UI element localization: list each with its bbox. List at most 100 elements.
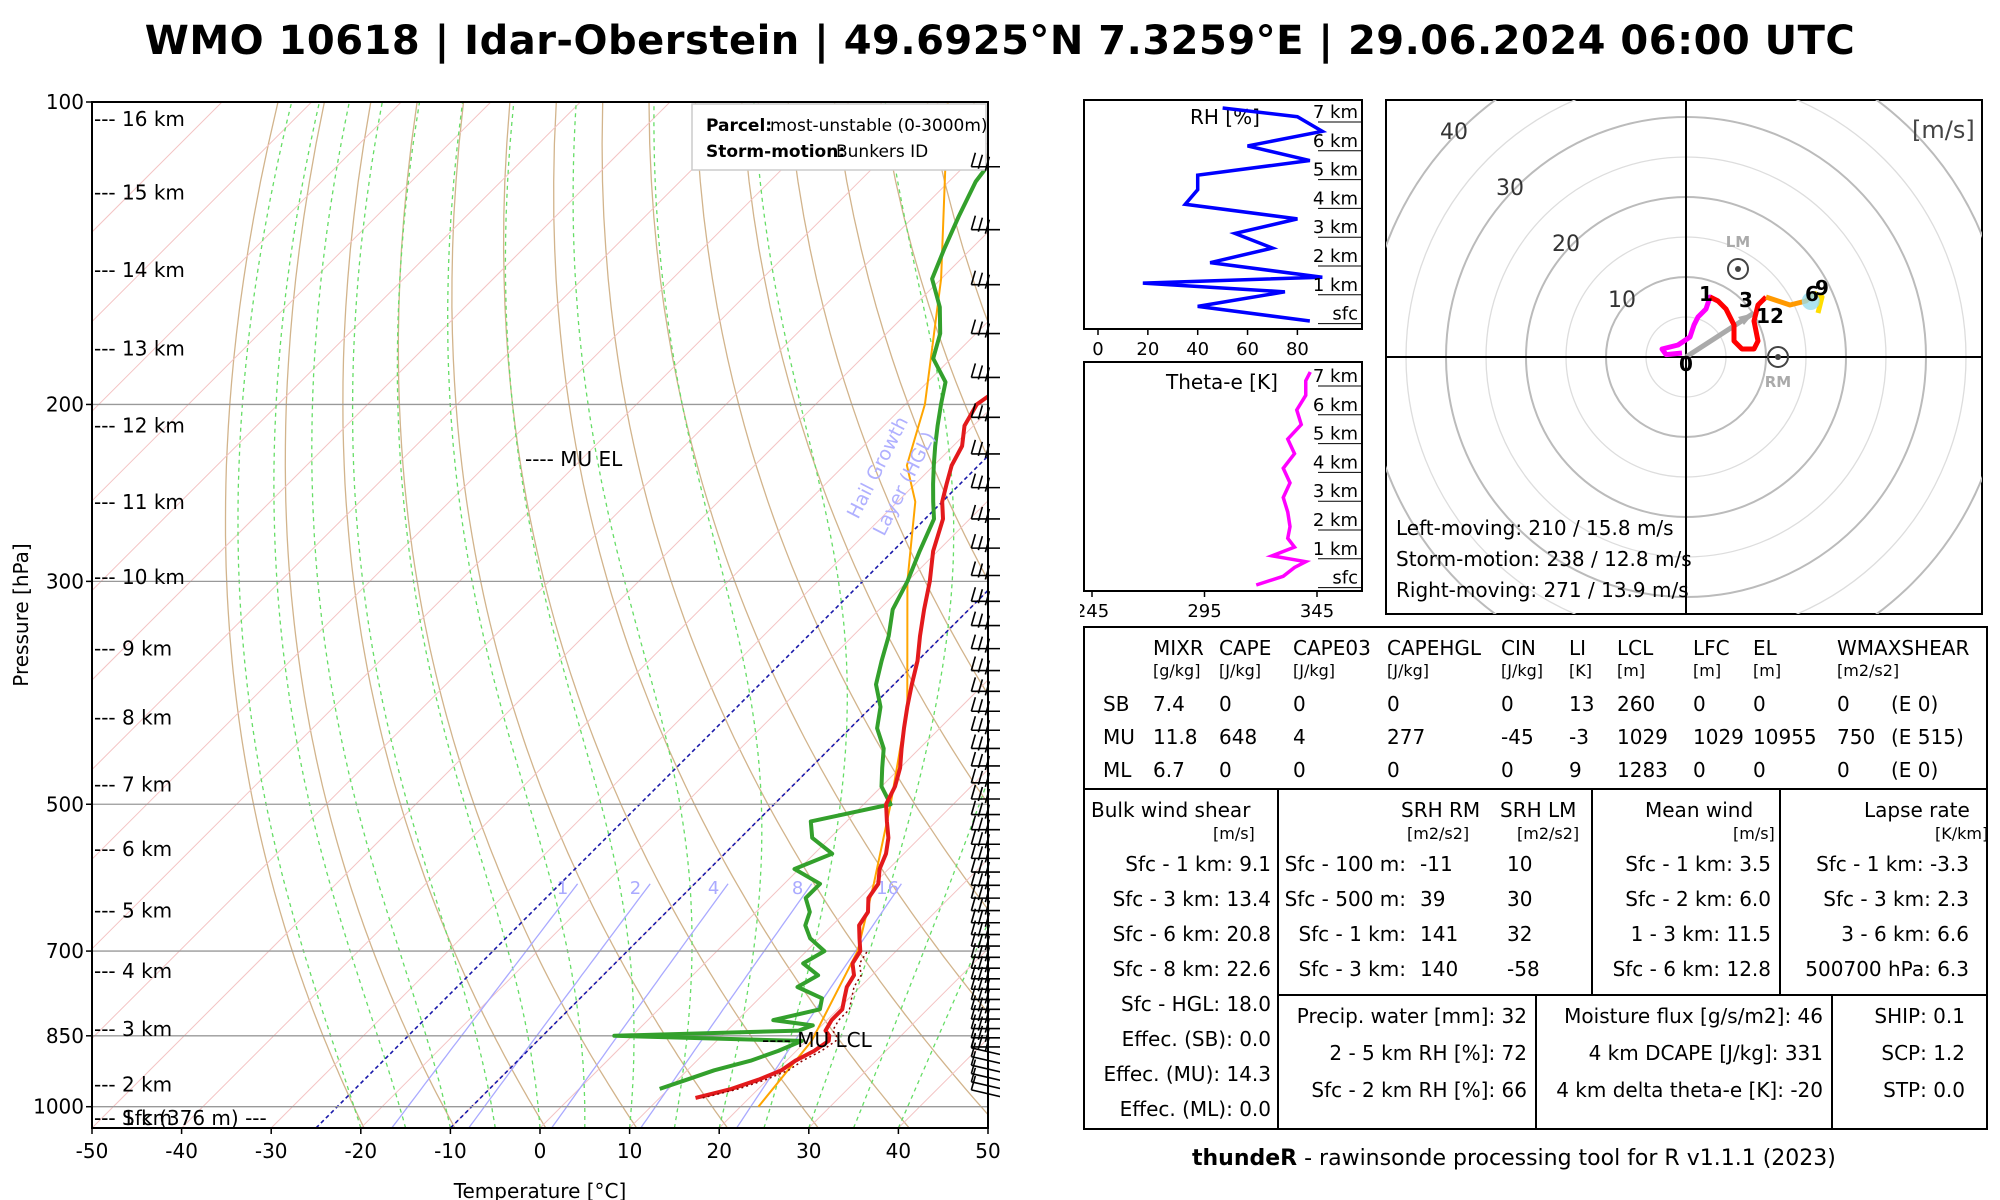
barb-flag	[977, 321, 984, 336]
hodo-ring-label: 10	[1608, 288, 1636, 313]
barb-flag	[984, 861, 991, 877]
barb-flag	[984, 968, 991, 984]
barb-flag	[977, 910, 984, 925]
srh-row-label: Sfc - 1 km:	[1298, 922, 1406, 946]
param-value: 0	[1219, 692, 1232, 716]
lapse-row: 3 - 6 km: 6.6	[1841, 922, 1969, 946]
moist-adiabat	[572, 102, 693, 1128]
wind-barb	[970, 1004, 1000, 1024]
bunkers-marker	[1767, 346, 1789, 368]
skewt-ylabel: Pressure [hPa]	[9, 543, 33, 686]
wind-barb	[970, 784, 1000, 804]
wind-barb	[970, 215, 1000, 234]
dry-adiabat	[694, 102, 988, 911]
param-value: 11.8	[1153, 725, 1198, 749]
srh-rm-value: 141	[1420, 922, 1459, 946]
barb-flag	[977, 873, 984, 888]
param-header: WMAXSHEAR	[1837, 636, 1970, 660]
height-label: --- 6 km	[94, 837, 172, 861]
rh-height-label: 4 km	[1313, 188, 1358, 209]
pressure-tick-label: 500	[46, 792, 84, 816]
param-value: 9	[1569, 758, 1582, 782]
isotherm	[718, 858, 988, 1128]
wind-barb	[970, 1059, 1000, 1082]
barb-flag	[970, 830, 977, 845]
indices-table: Bulk wind shear [m/s] Sfc - 1 km: 9.1 Sfc…	[1083, 788, 1988, 1130]
barb-flag	[977, 718, 984, 733]
lm-label: LM	[1726, 233, 1751, 251]
lapse-unit: [K/km]	[1935, 824, 1989, 843]
param-unit: [J/kg]	[1501, 661, 1544, 680]
pressure-tick-label: 300	[46, 569, 84, 593]
mixing-ratio-label: 8	[792, 878, 803, 899]
temp-tick-label: 30	[796, 1139, 821, 1163]
hodo-height-label: 12	[1756, 304, 1784, 328]
moist-adiabat	[753, 102, 848, 1128]
moist-adiabat	[808, 102, 955, 1128]
flux-row: 4 km delta theta-e [K]: -20	[1556, 1078, 1823, 1102]
dry-adiabat	[397, 102, 638, 1128]
barb-flag	[977, 770, 984, 786]
barb-flag	[977, 753, 984, 769]
temp-tick-label: -30	[255, 1139, 288, 1163]
bunkers-marker	[1727, 258, 1749, 280]
barb-shaft	[971, 1047, 1000, 1056]
isotherm	[92, 102, 581, 592]
param-value: 750	[1837, 725, 1876, 749]
height-label: --- 10 km	[94, 565, 185, 589]
barb-flag	[970, 883, 977, 899]
barb-flag	[984, 1018, 991, 1033]
mixing-ratio-label: 2	[630, 878, 641, 899]
barb-flag	[984, 947, 991, 962]
shear-row: Sfc - HGL: 18.0	[1121, 992, 1271, 1016]
moisture-row: 2 - 5 km RH [%]: 72	[1329, 1041, 1527, 1065]
barb-flag	[970, 403, 977, 418]
dewpoint-line	[612, 162, 988, 1091]
barb-shaft	[971, 1064, 1000, 1073]
composite-row: STP: 0.0	[1883, 1078, 1965, 1102]
thetae-height-label: 5 km	[1313, 424, 1358, 445]
barb-flag	[970, 1014, 977, 1029]
thetae-height-label: 2 km	[1313, 510, 1358, 531]
barb-flag	[970, 215, 977, 230]
isotherm	[808, 948, 988, 1128]
mixing-ratio-line	[468, 883, 651, 1128]
mixing-ratio-label: 1	[557, 878, 568, 899]
barb-flag	[984, 508, 991, 524]
rh-height-label: 2 km	[1313, 246, 1358, 267]
barb-flag	[970, 734, 977, 749]
footer: thundeR - rawinsonde processing tool for…	[1080, 1146, 2000, 1171]
wind-barb	[970, 734, 1000, 753]
param-value: -3	[1569, 725, 1589, 749]
param-header: LFC	[1693, 636, 1730, 660]
thetae-height-label: 7 km	[1313, 366, 1358, 387]
barb-flag	[984, 788, 991, 804]
barb-flag	[977, 817, 984, 832]
barb-flag	[977, 563, 984, 578]
isotherm	[92, 102, 940, 950]
isotherm	[92, 102, 760, 771]
barb-flag	[977, 272, 984, 287]
pressure-tick-label: 700	[46, 939, 84, 963]
right-moving-text: Right-moving: 271 / 13.9 m/s	[1396, 578, 1689, 602]
pressure-tick-label: 200	[46, 392, 84, 416]
rm-label: RM	[1765, 373, 1791, 391]
rh-line	[1142, 106, 1328, 323]
flux-row: Moisture flux [g/s/m2]: 46	[1564, 1004, 1823, 1028]
barb-flag	[984, 407, 991, 422]
barb-flag	[970, 587, 977, 602]
param-value: 0	[1753, 758, 1766, 782]
barb-shaft	[971, 1089, 1000, 1098]
isotherm	[987, 1127, 988, 1128]
barb-flag	[970, 270, 977, 285]
param-unit: [m2/s2]	[1837, 661, 1900, 680]
dry-adiabat	[502, 102, 819, 1128]
storm-legend-label: Storm-motion:	[706, 142, 845, 162]
param-value: 4	[1293, 725, 1306, 749]
height-label: --- 9 km	[94, 637, 172, 661]
param-value: 10955	[1753, 725, 1817, 749]
param-unit: [g/kg]	[1153, 661, 1201, 680]
barb-flag	[984, 537, 991, 553]
temp-tick-label: -20	[344, 1139, 377, 1163]
